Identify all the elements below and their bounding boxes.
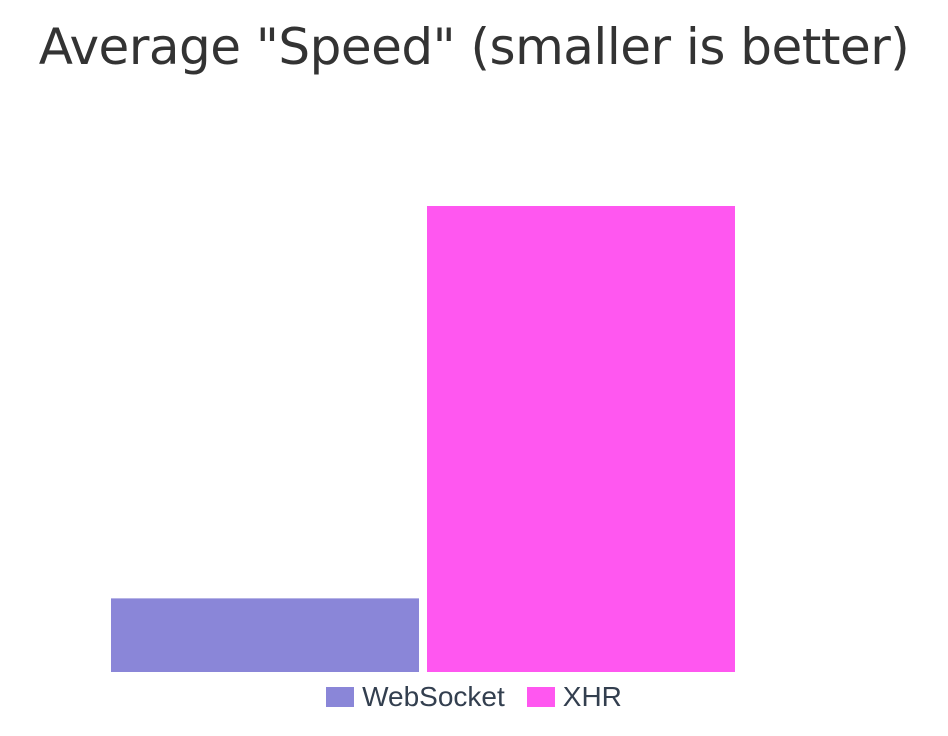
legend-swatch-websocket	[326, 687, 355, 707]
legend-item-xhr[interactable]: XHR	[526, 681, 622, 713]
legend: WebSocket XHR	[0, 681, 948, 713]
bar-websocket[interactable]	[111, 598, 419, 672]
legend-label-xhr: XHR	[562, 681, 622, 712]
legend-swatch-xhr	[526, 687, 555, 707]
legend-item-websocket[interactable]: WebSocket	[326, 681, 505, 713]
bar-xhr[interactable]	[427, 206, 735, 672]
legend-label-websocket: WebSocket	[362, 681, 505, 712]
chart-title: Average "Speed" (smaller is better)	[38, 18, 910, 76]
